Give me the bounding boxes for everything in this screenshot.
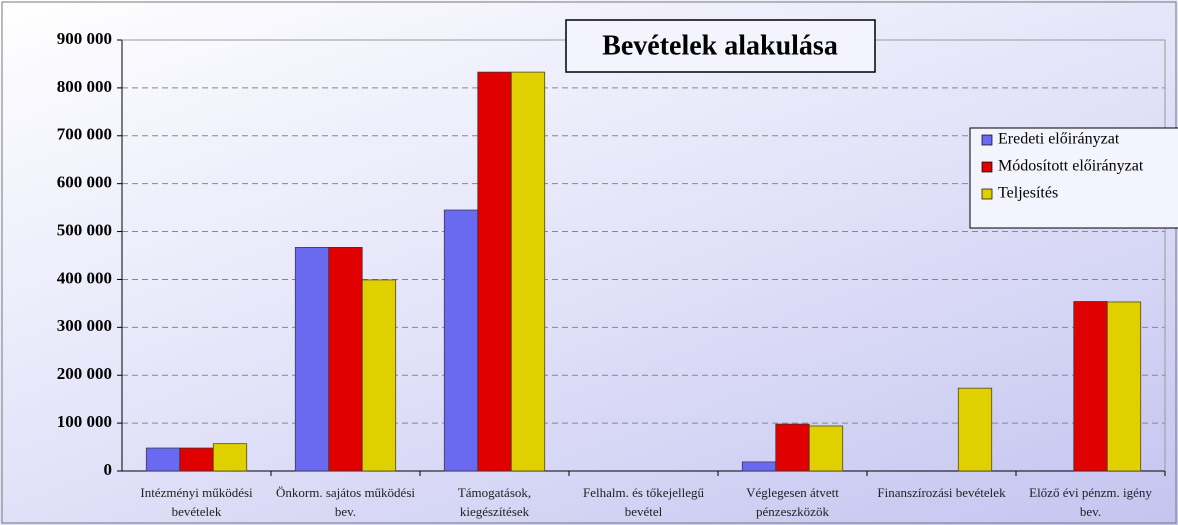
x-tick-label: Előző évi pénzm. igény bev. — [1029, 485, 1152, 519]
bar — [179, 447, 214, 472]
x-tick-label: Finanszírozási bevételek — [877, 485, 1006, 500]
bar — [1073, 301, 1108, 472]
bar — [741, 461, 777, 472]
legend-swatch — [981, 134, 993, 146]
y-tick-label: 700 000 — [57, 125, 112, 144]
legend-swatch — [981, 161, 993, 173]
legend-label: Teljesítés — [998, 185, 1058, 202]
bar — [510, 71, 546, 472]
legend-box — [969, 127, 1178, 229]
bar — [212, 443, 248, 472]
chart-title: Bevételek alakulása — [602, 30, 838, 61]
y-tick-label: 400 000 — [57, 268, 112, 287]
bar — [1106, 301, 1142, 472]
x-tick-label: Véglegesen átvett pénzeszközök — [746, 485, 839, 519]
bar — [957, 387, 993, 472]
bar — [775, 423, 810, 472]
bar — [443, 209, 479, 472]
legend-label: Eredeti előirányzat — [998, 131, 1120, 148]
bar — [294, 247, 330, 472]
bar — [808, 425, 844, 472]
y-tick-label: 100 000 — [57, 412, 112, 431]
bar — [361, 279, 397, 472]
y-tick-label: 300 000 — [57, 316, 112, 335]
title-box — [565, 19, 876, 73]
y-tick-label: 900 000 — [57, 29, 112, 48]
bar — [145, 447, 181, 472]
y-tick-label: 200 000 — [57, 364, 112, 383]
x-tick-label: Önkorm. sajátos működési bev. — [275, 485, 415, 519]
x-tick-label: Intézményi működési bevételek — [140, 485, 253, 519]
bar — [477, 71, 512, 472]
legend-swatch — [981, 188, 993, 200]
y-tick-label: 0 — [104, 460, 113, 479]
y-tick-label: 500 000 — [57, 220, 112, 239]
y-tick-label: 800 000 — [57, 77, 112, 96]
bar — [328, 247, 363, 472]
x-tick-label: Támogatások, kiegészítések — [457, 485, 532, 519]
y-tick-label: 600 000 — [57, 173, 112, 192]
legend-label: Módosított előirányzat — [998, 158, 1144, 175]
x-tick-label: Felhalm. és tőkejellegű bevétel — [583, 485, 704, 519]
